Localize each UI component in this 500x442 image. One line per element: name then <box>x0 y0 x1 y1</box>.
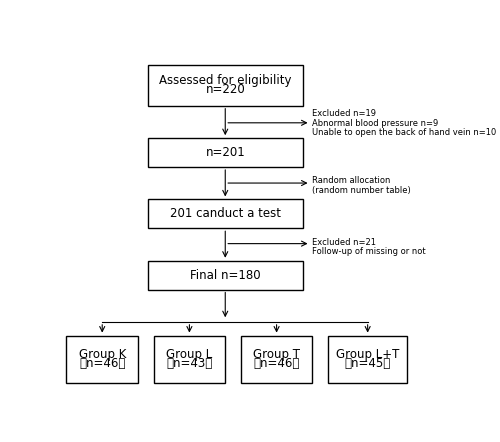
FancyBboxPatch shape <box>148 199 303 229</box>
FancyBboxPatch shape <box>328 335 407 383</box>
Text: Final n=180: Final n=180 <box>190 269 260 282</box>
Text: Unable to open the back of hand vein n=10: Unable to open the back of hand vein n=1… <box>312 128 496 137</box>
Text: n=201: n=201 <box>206 146 245 159</box>
Text: Assessed for eligibility: Assessed for eligibility <box>159 74 292 88</box>
Text: Random allocation: Random allocation <box>312 176 391 185</box>
Text: 201 canduct a test: 201 canduct a test <box>170 207 281 221</box>
Text: Group L+T: Group L+T <box>336 348 400 362</box>
FancyBboxPatch shape <box>148 261 303 290</box>
FancyBboxPatch shape <box>148 138 303 167</box>
Text: Group K: Group K <box>78 348 126 362</box>
Text: （n=45）: （n=45） <box>344 357 391 370</box>
Text: n=220: n=220 <box>206 83 245 96</box>
Text: Excluded n=21: Excluded n=21 <box>312 237 376 247</box>
Text: Abnormal blood pressure n=9: Abnormal blood pressure n=9 <box>312 119 438 128</box>
Text: Follow-up of missing or not: Follow-up of missing or not <box>312 247 426 256</box>
FancyBboxPatch shape <box>148 65 303 106</box>
Text: （n=43）: （n=43） <box>166 357 212 370</box>
Text: （n=46）: （n=46） <box>79 357 126 370</box>
Text: Group T: Group T <box>253 348 300 362</box>
FancyBboxPatch shape <box>241 335 312 383</box>
Text: (random number table): (random number table) <box>312 186 411 195</box>
Text: Excluded n=19: Excluded n=19 <box>312 109 376 118</box>
FancyBboxPatch shape <box>154 335 225 383</box>
Text: （n=46）: （n=46） <box>254 357 300 370</box>
Text: Group L: Group L <box>166 348 212 362</box>
FancyBboxPatch shape <box>66 335 138 383</box>
